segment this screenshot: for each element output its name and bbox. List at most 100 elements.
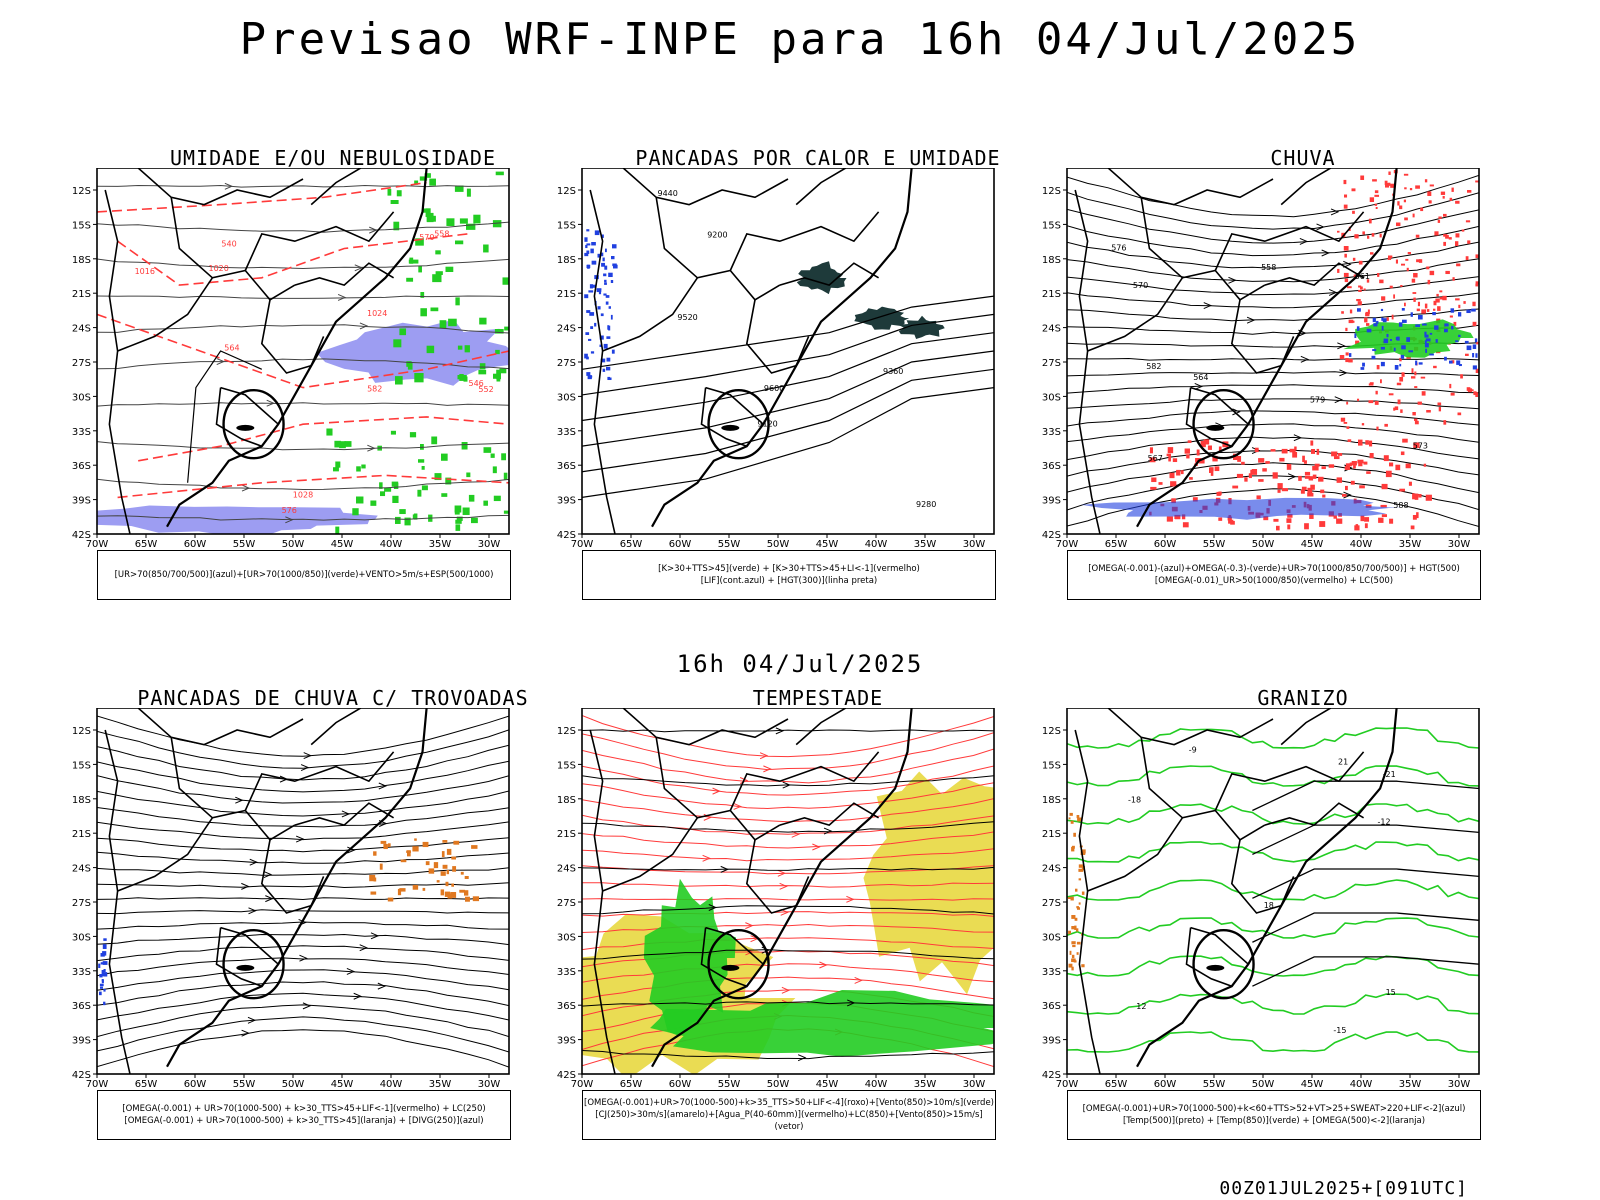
lon-tick-label: 70W (1056, 1079, 1079, 1090)
lon-tick-label: 30W (478, 1079, 501, 1090)
contour-label: -9 (1189, 745, 1197, 754)
caption-line: [UR>70(850/700/500)](azul)+[UR>70(1000/8… (114, 570, 494, 580)
contour-label: 9280 (916, 500, 936, 509)
temp850-contour (1067, 841, 1479, 863)
lat-tick-label: 30S (557, 392, 576, 403)
lat-tick-label: 24S (557, 864, 576, 875)
map-borders (1074, 708, 1398, 1074)
lat-tick-label: 15S (557, 760, 576, 771)
lat-tick-label: 24S (557, 324, 576, 335)
forecast-map: -9 -12 -15 -18 -21 12 15 18 21 12S 15S 18S 21S 24S 27S… (1042, 708, 1480, 1090)
lat-tick-label: 36S (72, 1001, 91, 1012)
lon-tick-label: 35W (1399, 539, 1422, 550)
panel-title: TEMPESTADE (752, 686, 884, 710)
omega-area (1068, 812, 1086, 971)
legend-caption: [OMEGA(-0.001)+UR>70(1000-500)+k>35_TTS>… (582, 1090, 996, 1140)
lat-tick-label: 33S (72, 427, 91, 438)
lon-tick-label: 60W (184, 539, 207, 550)
contour-label: 1024 (367, 309, 387, 318)
lat-tick-label: 30S (1042, 392, 1061, 403)
forecast-map: 58858257957657357056756456155812S15S18S2… (1042, 168, 1480, 550)
hgt-contour (582, 350, 994, 447)
lat-tick-label: 42S (557, 530, 576, 541)
lat-tick-label: 21S (72, 289, 91, 300)
lat-tick-label: 36S (72, 461, 91, 472)
streamlines (97, 715, 509, 1068)
lon-tick-label: 55W (718, 539, 741, 550)
lat-tick-label: 39S (1042, 1036, 1061, 1047)
map-borders (104, 708, 428, 1074)
forecast-time-label: 16h 04/Jul/2025 (676, 650, 924, 678)
contour-label: 573 (1413, 441, 1428, 450)
lat-tick-label: 33S (557, 967, 576, 978)
contour-label: 588 (1393, 501, 1408, 510)
contour-label: 579 (1310, 395, 1325, 404)
panel-1: UMIDADE E/OU NEBULOSIDADE 1016 1020 1024 102… (70, 146, 596, 646)
lif-contours (584, 229, 618, 381)
rain-area (1081, 497, 1401, 520)
map-borders (104, 168, 428, 534)
lon-tick-label: 70W (571, 539, 594, 550)
lon-tick-label: 50W (1252, 1079, 1275, 1090)
temp500-contour (1252, 780, 1479, 812)
lat-tick-label: 15S (557, 220, 576, 231)
rain-area (1337, 170, 1479, 431)
lat-tick-label: 12S (557, 726, 576, 737)
temp850-contour (1067, 993, 1479, 1015)
lon-tick-label: 65W (620, 539, 643, 550)
lat-tick-label: 39S (557, 1036, 576, 1047)
lat-tick-label: 12S (72, 186, 91, 197)
map-borders (589, 708, 913, 1074)
contour-label: 9600 (764, 384, 784, 393)
lat-tick-label: 30S (72, 392, 91, 403)
lon-tick-label: 60W (669, 539, 692, 550)
contour-label: 570 (419, 233, 434, 242)
lon-tick-label: 55W (233, 539, 256, 550)
lon-tick-label: 60W (1154, 1079, 1177, 1090)
lon-tick-label: 40W (865, 1079, 888, 1090)
temp500-contour (1252, 868, 1479, 899)
lat-tick-label: 12S (72, 726, 91, 737)
lat-tick-label: 21S (557, 289, 576, 300)
legend-caption: [K>30+TTS>45](verde) + [K>30+TTS>45+LI<-… (582, 550, 996, 600)
contour-line (97, 313, 509, 389)
lon-tick-label: 35W (914, 539, 937, 550)
lat-tick-label: 42S (1042, 1070, 1061, 1081)
contour-label: 9360 (883, 367, 903, 376)
panel-title: PANCADAS DE CHUVA C/ TROVOADAS (137, 686, 529, 710)
lon-tick-label: 40W (1350, 1079, 1373, 1090)
lon-tick-label: 35W (1399, 1079, 1422, 1090)
green-humidity (387, 171, 509, 385)
lon-tick-label: 65W (620, 1079, 643, 1090)
contour-label: 582 (1146, 362, 1161, 371)
contour-label: 570 (1133, 281, 1148, 290)
lat-tick-label: 30S (1042, 932, 1061, 943)
lat-tick-label: 36S (1042, 1001, 1061, 1012)
lon-tick-label: 65W (1105, 1079, 1128, 1090)
lon-tick-label: 55W (718, 1079, 741, 1090)
lon-tick-label: 30W (1448, 539, 1471, 550)
hgt-contour (582, 368, 994, 473)
run-info-label: 00Z01JUL2025+[091UTC] (1219, 1178, 1468, 1199)
storm-area (898, 315, 946, 339)
lon-tick-label: 50W (1252, 539, 1275, 550)
lat-tick-label: 18S (72, 255, 91, 266)
storm-area (369, 838, 480, 902)
contour-label: 18 (1264, 901, 1274, 910)
lat-tick-label: 27S (557, 898, 576, 909)
lat-tick-label: 27S (72, 358, 91, 369)
contour-line (138, 416, 509, 462)
lon-tick-label: 65W (135, 539, 158, 550)
map-frame (581, 708, 995, 1075)
map-frame (96, 168, 510, 535)
contour-label: 9520 (677, 313, 697, 322)
map-frame (581, 168, 995, 535)
lon-tick-label: 70W (86, 539, 109, 550)
lon-tick-label: 35W (429, 1079, 452, 1090)
lon-tick-label: 55W (1203, 539, 1226, 550)
legend-caption: [OMEGA(-0.001)-(azul)+OMEGA(-0.3)-(verde… (1067, 550, 1481, 600)
wind-vectors (582, 727, 994, 1062)
temp500-contour (1252, 956, 1479, 987)
